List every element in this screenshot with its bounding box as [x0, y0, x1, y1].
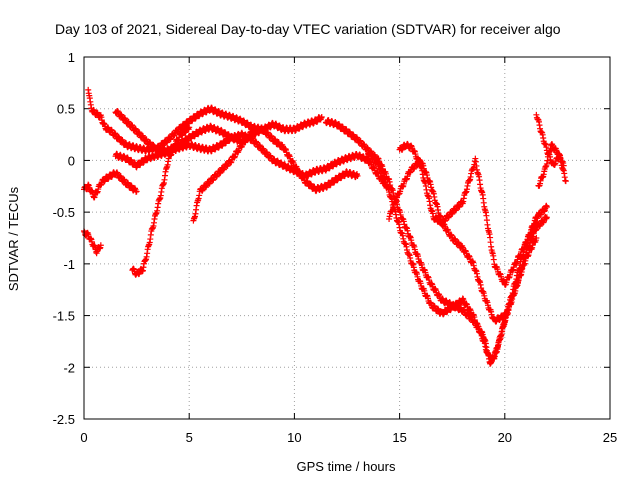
- y-tick-label: 1: [68, 50, 75, 65]
- x-tick-label: 10: [287, 430, 301, 445]
- x-tick-label: 0: [80, 430, 87, 445]
- data-point: [97, 242, 104, 249]
- series-track-2: [81, 227, 104, 257]
- x-tick-label: 5: [186, 430, 193, 445]
- data-point: [562, 178, 569, 185]
- y-tick-label: -1.5: [53, 309, 75, 324]
- y-axis-label: SDTVAR / TECUs: [6, 186, 21, 291]
- y-tick-label: -2.5: [53, 412, 75, 427]
- y-tick-label: -1: [63, 257, 75, 272]
- series-track-1: [81, 169, 140, 201]
- series-track-5: [112, 129, 393, 193]
- y-tick-label: 0: [68, 153, 75, 168]
- data-point: [133, 188, 140, 195]
- series-track-3: [85, 86, 325, 155]
- data-point: [318, 113, 325, 120]
- y-tick-label: 0.5: [57, 102, 75, 117]
- tick-layer: -2.5-2-1.5-1-0.500.510 5 10 15 20 25: [53, 50, 618, 445]
- y-tick-label: -2: [63, 360, 75, 375]
- x-tick-label: 25: [603, 430, 617, 445]
- x-tick-label: 20: [498, 430, 512, 445]
- series-track-9: [365, 149, 550, 367]
- chart-title: Day 103 of 2021, Sidereal Day-to-day VTE…: [55, 21, 561, 37]
- points-layer: [81, 86, 569, 367]
- x-tick-label: 15: [392, 430, 406, 445]
- x-axis-label: GPS time / hours: [297, 459, 396, 474]
- y-tick-label: -0.5: [53, 205, 75, 220]
